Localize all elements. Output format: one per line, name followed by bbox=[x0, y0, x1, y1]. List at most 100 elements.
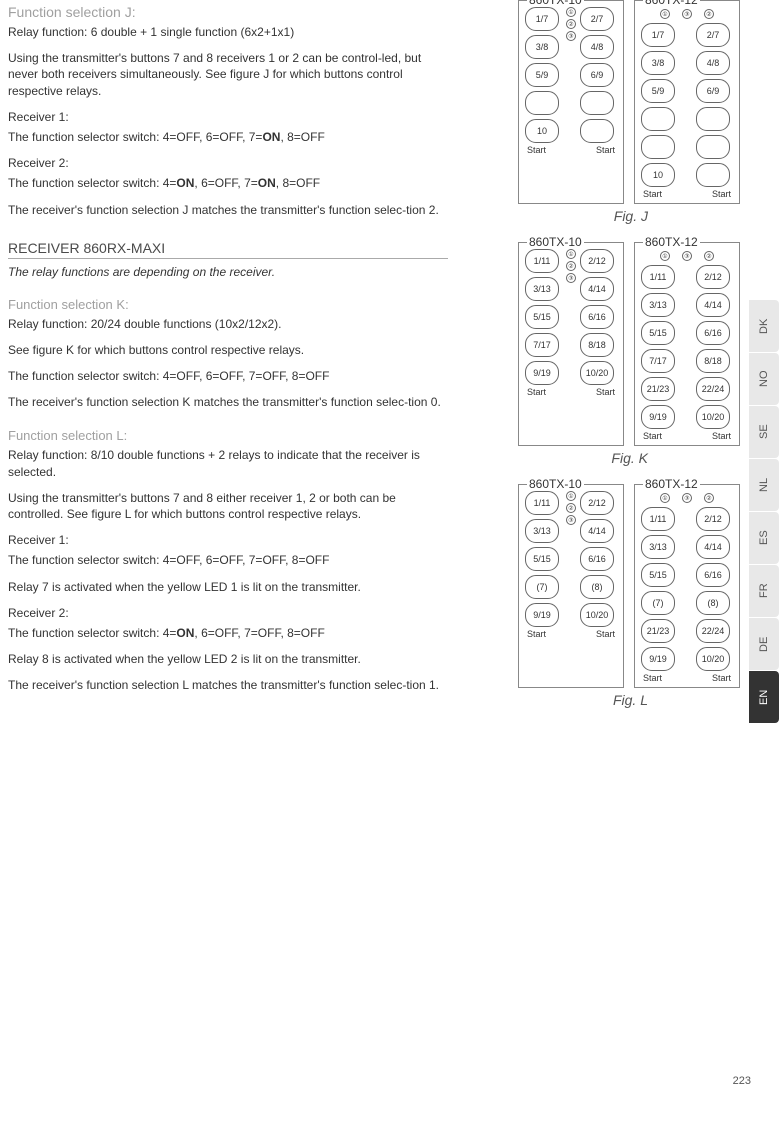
section-l-relay: Relay function: 8/10 double functions + … bbox=[8, 447, 448, 479]
led-icon: ② bbox=[704, 493, 714, 503]
transmitter-button: 5/15 bbox=[641, 321, 675, 345]
transmitter-button: 2/12 bbox=[580, 249, 614, 273]
figure-row: 860TX-10①②③1/72/73/84/85/96/9 10 StartSt… bbox=[518, 0, 748, 204]
section-j-title: Function selection J: bbox=[8, 4, 448, 20]
section-j-relay: Relay function: 6 double + 1 single func… bbox=[8, 24, 448, 40]
r2-on1: ON bbox=[176, 176, 194, 190]
transmitter-button: 5/15 bbox=[525, 305, 559, 329]
section-k-title: Function selection K: bbox=[8, 297, 448, 312]
transmitter-button: 9/19 bbox=[525, 603, 559, 627]
button-grid: 1/112/123/134/145/156/16(7)(8)21/2322/24… bbox=[639, 507, 735, 671]
figure-row: 860TX-10①②③1/112/123/134/145/156/16(7)(8… bbox=[518, 484, 748, 688]
transmitter-button: 22/24 bbox=[696, 377, 730, 401]
transmitter-button: (7) bbox=[641, 591, 675, 615]
r2-a: The function selector switch: 4= bbox=[8, 176, 176, 190]
transmitter-button: 3/13 bbox=[525, 277, 559, 301]
transmitter-button: 6/9 bbox=[696, 79, 730, 103]
transmitter-button: 5/9 bbox=[641, 79, 675, 103]
transmitter-button: 10/20 bbox=[580, 603, 614, 627]
section-j-desc: Using the transmitter's buttons 7 and 8 … bbox=[8, 50, 448, 99]
l-receiver1-led: Relay 7 is activated when the yellow LED… bbox=[8, 579, 448, 595]
l-receiver2-switch: The function selector switch: 4=ON, 6=OF… bbox=[8, 625, 448, 641]
transmitter-box: 860TX-10①②③1/72/73/84/85/96/9 10 StartSt… bbox=[518, 0, 624, 204]
transmitter-button: 10 bbox=[525, 119, 559, 143]
led-icon: ② bbox=[566, 19, 576, 29]
receiver1-switch: The function selector switch: 4=OFF, 6=O… bbox=[8, 129, 448, 145]
start-label: Start bbox=[643, 673, 662, 683]
transmitter-button: 1/7 bbox=[641, 23, 675, 47]
r1-tail: , 8=OFF bbox=[280, 130, 324, 144]
lang-tab-nl[interactable]: NL bbox=[749, 459, 779, 511]
transmitter-button: 4/14 bbox=[696, 535, 730, 559]
led-icon: ③ bbox=[566, 515, 576, 525]
led-icon: ③ bbox=[682, 251, 692, 261]
lang-tab-de[interactable]: DE bbox=[749, 618, 779, 670]
transmitter-box: 860TX-10①②③1/112/123/134/145/156/16(7)(8… bbox=[518, 484, 624, 688]
transmitter-button bbox=[580, 119, 614, 143]
section-j-match: The receiver's function selection J matc… bbox=[8, 202, 448, 218]
device-title: 860TX-12 bbox=[643, 477, 700, 491]
transmitter-button: 3/13 bbox=[641, 535, 675, 559]
transmitter-button: 2/12 bbox=[696, 265, 730, 289]
transmitter-button: 1/11 bbox=[641, 507, 675, 531]
transmitter-button: 1/11 bbox=[525, 249, 559, 273]
button-grid: 1/112/123/134/145/156/167/178/1821/2322/… bbox=[639, 265, 735, 429]
transmitter-button: 4/8 bbox=[696, 51, 730, 75]
transmitter-button: 1/7 bbox=[525, 7, 559, 31]
button-grid: 1/72/73/84/85/96/9 10 bbox=[639, 23, 735, 187]
start-label: Start bbox=[712, 673, 731, 683]
lang-tab-no[interactable]: NO bbox=[749, 353, 779, 405]
led-row: ①③② bbox=[639, 9, 735, 19]
led-icon: ① bbox=[566, 249, 576, 259]
lang-tab-es[interactable]: ES bbox=[749, 512, 779, 564]
transmitter-button: (8) bbox=[580, 575, 614, 599]
transmitter-button: (7) bbox=[525, 575, 559, 599]
led-icon: ② bbox=[704, 251, 714, 261]
transmitter-button: 1/11 bbox=[641, 265, 675, 289]
transmitter-button: 10/20 bbox=[696, 405, 730, 429]
transmitter-button: 22/24 bbox=[696, 619, 730, 643]
section-k-match: The receiver's function selection K matc… bbox=[8, 394, 448, 410]
transmitter-button: 3/8 bbox=[525, 35, 559, 59]
transmitter-button: 2/7 bbox=[580, 7, 614, 31]
transmitter-button: 2/7 bbox=[696, 23, 730, 47]
led-icon: ② bbox=[566, 261, 576, 271]
text-column: Function selection J: Relay function: 6 … bbox=[8, 0, 448, 726]
start-label: Start bbox=[527, 145, 546, 155]
transmitter-button: 4/14 bbox=[696, 293, 730, 317]
r2-tail: , 8=OFF bbox=[276, 176, 320, 190]
receiver1-heading: Receiver 1: bbox=[8, 109, 448, 125]
transmitter-button: 3/13 bbox=[641, 293, 675, 317]
led-icon: ③ bbox=[682, 493, 692, 503]
section-k-relay: Relay function: 20/24 double functions (… bbox=[8, 316, 448, 332]
transmitter-button: 5/9 bbox=[525, 63, 559, 87]
led-icon: ② bbox=[704, 9, 714, 19]
transmitter-button: 6/16 bbox=[580, 547, 614, 571]
button-grid: ①②③1/72/73/84/85/96/9 10 bbox=[523, 7, 619, 143]
figure-j: 860TX-10①②③1/72/73/84/85/96/9 10 StartSt… bbox=[448, 0, 748, 242]
start-label: Start bbox=[596, 145, 615, 155]
lang-tab-en[interactable]: EN bbox=[749, 671, 779, 723]
led-icon: ① bbox=[660, 251, 670, 261]
transmitter-button: 9/19 bbox=[525, 361, 559, 385]
start-row: StartStart bbox=[639, 187, 735, 199]
transmitter-button: 3/13 bbox=[525, 519, 559, 543]
transmitter-button: 8/18 bbox=[580, 333, 614, 357]
l-r2-on: ON bbox=[176, 626, 194, 640]
transmitter-button bbox=[641, 107, 675, 131]
section-l-match: The receiver's function selection L matc… bbox=[8, 677, 448, 693]
lang-tab-fr[interactable]: FR bbox=[749, 565, 779, 617]
led-icon: ① bbox=[566, 491, 576, 501]
start-row: StartStart bbox=[523, 385, 619, 397]
button-grid: ①②③1/112/123/134/145/156/167/178/189/191… bbox=[523, 249, 619, 385]
lang-tab-dk[interactable]: DK bbox=[749, 300, 779, 352]
led-row: ① ③ ② bbox=[639, 251, 735, 261]
diagram-column: 860TX-10①②③1/72/73/84/85/96/9 10 StartSt… bbox=[448, 0, 748, 726]
l-receiver1-switch: The function selector switch: 4=OFF, 6=O… bbox=[8, 552, 448, 568]
start-row: StartStart bbox=[523, 627, 619, 639]
section-l-title: Function selection L: bbox=[8, 428, 448, 443]
lang-tab-se[interactable]: SE bbox=[749, 406, 779, 458]
transmitter-button: 2/12 bbox=[580, 491, 614, 515]
start-label: Start bbox=[527, 629, 546, 639]
device-title: 860TX-12 bbox=[643, 235, 700, 249]
